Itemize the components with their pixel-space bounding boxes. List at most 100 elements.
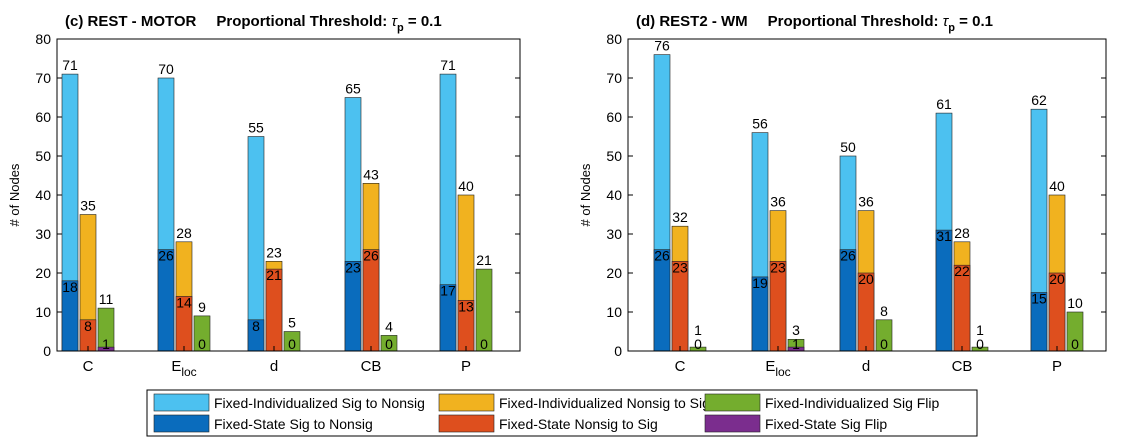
bar-CB-series-3 [935, 229, 953, 352]
value-label: 71 [440, 57, 456, 73]
y-tick-label: 50 [35, 148, 51, 164]
value-label: 26 [363, 248, 379, 264]
value-label: 71 [62, 57, 78, 73]
value-label: 8 [880, 303, 888, 319]
value-label: 22 [954, 263, 970, 279]
y-tick-label: 0 [43, 343, 51, 359]
bar-C-series-3 [653, 249, 671, 352]
value-label: 15 [1031, 291, 1047, 307]
legend-swatch [704, 393, 761, 412]
value-label: 26 [840, 248, 856, 264]
value-label: 0 [480, 336, 488, 352]
legend-box [146, 389, 978, 437]
value-label: 0 [198, 336, 206, 352]
value-label: 28 [176, 225, 192, 241]
value-label: 21 [266, 267, 282, 283]
legend-swatch [704, 414, 761, 433]
value-label: 13 [458, 298, 474, 314]
x-tick-label: P [1052, 358, 1062, 375]
value-label: 43 [363, 166, 379, 182]
plot-frame [627, 38, 1107, 352]
value-label: 1 [102, 336, 110, 352]
value-label: 20 [858, 271, 874, 287]
value-label: 50 [840, 139, 856, 155]
value-label: 20 [1049, 271, 1065, 287]
bar-d-series-3 [839, 249, 857, 352]
value-label: 1 [976, 322, 984, 338]
value-label: 23 [672, 259, 688, 275]
legend-item-label: Fixed-State Sig Flip [765, 416, 887, 432]
x-tick-label: Eloc [765, 358, 790, 379]
legend-swatch [438, 393, 495, 412]
value-label: 21 [476, 252, 492, 268]
y-tick-label: 20 [35, 265, 51, 281]
value-label: 0 [694, 336, 702, 352]
value-label: 3 [792, 322, 800, 338]
x-tick-label: CB [361, 358, 382, 375]
x-tick-label: P [461, 358, 471, 375]
value-label: 23 [266, 244, 282, 260]
plot-frame [56, 38, 521, 352]
value-label: 18 [62, 279, 78, 295]
y-tick-label: 40 [606, 187, 622, 203]
legend-swatch [438, 414, 495, 433]
panel-0: (c) REST - MOTOR Proportional Threshold: … [7, 13, 521, 379]
value-label: 61 [936, 96, 952, 112]
value-label: 0 [880, 336, 888, 352]
panel-title: (d) REST2 - WM Proportional Threshold: τp… [636, 13, 993, 34]
value-label: 14 [176, 294, 192, 310]
value-label: 9 [198, 299, 206, 315]
y-axis-label: # of Nodes [578, 163, 593, 226]
y-tick-label: 10 [606, 304, 622, 320]
value-label: 40 [1049, 178, 1065, 194]
value-label: 36 [858, 194, 874, 210]
y-tick-label: 80 [35, 31, 51, 47]
legend-swatch [153, 414, 210, 433]
legend-item-label: Fixed-Individualized Sig Flip [765, 395, 940, 411]
value-label: 62 [1031, 92, 1047, 108]
value-label: 19 [752, 275, 768, 291]
value-label: 65 [345, 81, 361, 97]
value-label: 4 [385, 318, 393, 334]
x-tick-label: C [83, 358, 94, 375]
legend-item-label: Fixed-State Nonsig to Sig [499, 416, 658, 432]
y-tick-label: 60 [35, 109, 51, 125]
y-tick-label: 70 [606, 70, 622, 86]
value-label: 5 [288, 315, 296, 331]
value-label: 1 [694, 322, 702, 338]
y-tick-label: 70 [35, 70, 51, 86]
value-label: 11 [99, 291, 114, 307]
y-tick-label: 20 [606, 265, 622, 281]
value-label: 1 [792, 336, 800, 352]
panel-title: (c) REST - MOTOR Proportional Threshold: … [65, 13, 442, 34]
value-label: 35 [80, 198, 96, 214]
y-tick-label: 30 [35, 226, 51, 242]
value-label: 26 [654, 248, 670, 264]
y-tick-label: 0 [614, 343, 622, 359]
value-label: 32 [672, 209, 688, 225]
x-tick-label: d [862, 358, 870, 375]
legend-item-label: Fixed-Individualized Sig to Nonsig [214, 395, 425, 411]
value-label: 28 [954, 225, 970, 241]
value-label: 56 [752, 116, 768, 132]
y-tick-label: 30 [606, 226, 622, 242]
y-tick-label: 60 [606, 109, 622, 125]
value-label: 23 [770, 259, 786, 275]
y-tick-label: 50 [606, 148, 622, 164]
legend: Fixed-Individualized Sig to Nonsig Fixed-… [146, 389, 978, 437]
x-tick-label: d [270, 358, 278, 375]
y-tick-label: 80 [606, 31, 622, 47]
value-label: 23 [345, 259, 361, 275]
y-tick-label: 40 [35, 187, 51, 203]
value-label: 17 [440, 283, 456, 299]
bar-E-series-3 [157, 249, 175, 352]
value-label: 0 [288, 336, 296, 352]
legend-item-label: Fixed-Individualized Nonsig to Sig [499, 395, 710, 411]
legend-swatch [153, 393, 210, 412]
value-label: 26 [158, 248, 174, 264]
value-label: 36 [770, 194, 786, 210]
value-label: 31 [936, 228, 952, 244]
x-tick-label: CB [952, 358, 973, 375]
